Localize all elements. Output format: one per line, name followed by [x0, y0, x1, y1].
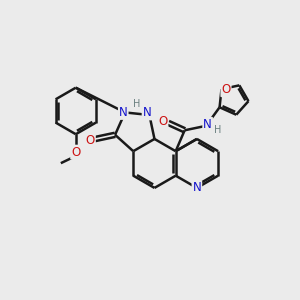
Text: N: N — [119, 106, 128, 119]
Text: N: N — [142, 106, 152, 119]
Text: O: O — [158, 115, 167, 128]
Text: N: N — [203, 118, 212, 131]
Text: N: N — [193, 182, 201, 194]
Text: H: H — [133, 99, 140, 109]
Text: O: O — [221, 83, 231, 96]
Text: O: O — [71, 146, 80, 159]
Text: O: O — [85, 134, 95, 147]
Text: H: H — [214, 125, 221, 135]
